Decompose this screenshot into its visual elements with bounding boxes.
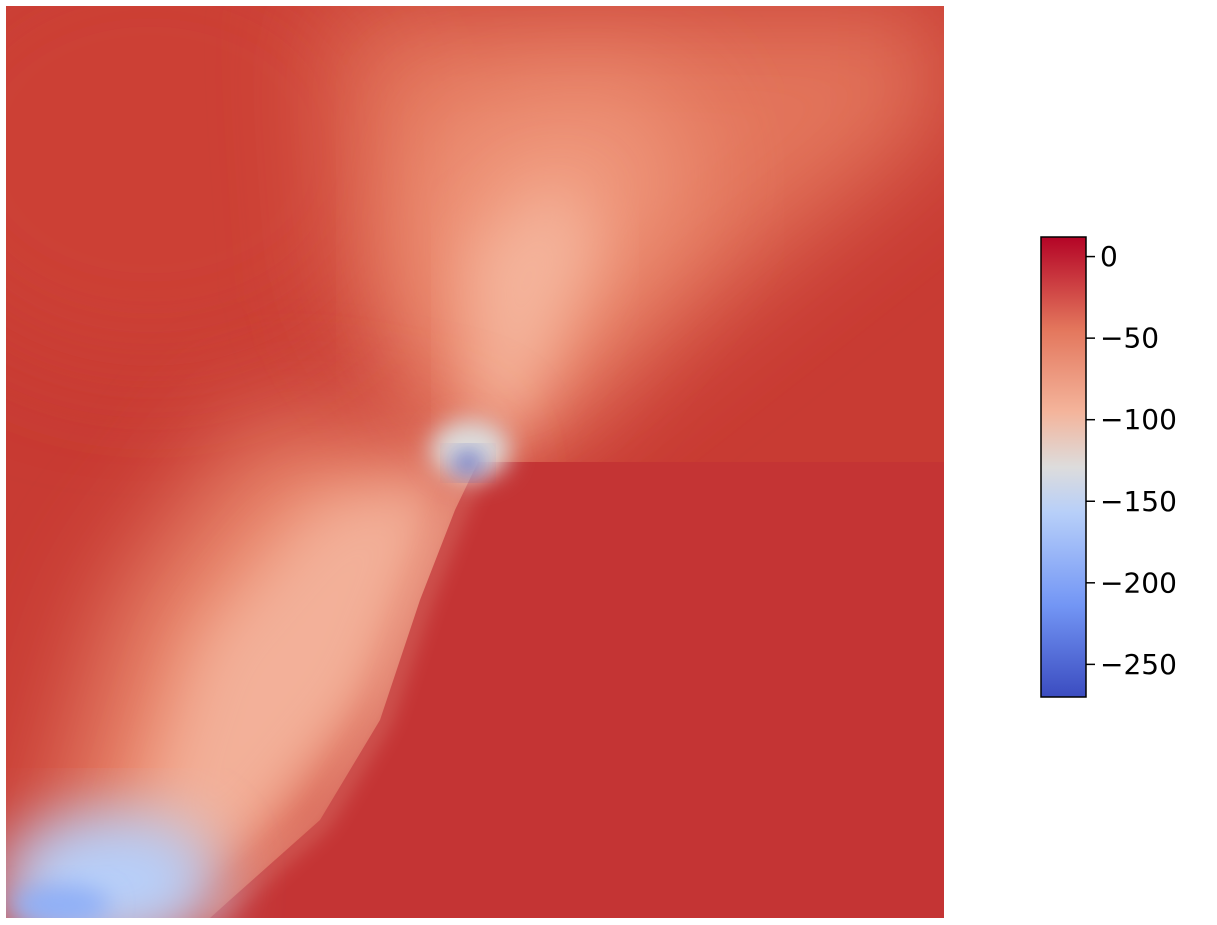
colorbar-tick-label: −100 — [1100, 403, 1177, 436]
upper-right-band-core — [470, 180, 600, 455]
colorbar-frame — [1040, 236, 1087, 698]
boundary-edge — [207, 460, 482, 918]
uniform-region — [210, 462, 944, 918]
singular-point-halo — [430, 420, 510, 480]
upper-left-region — [6, 6, 410, 370]
lower-left-fan-inner — [120, 470, 460, 880]
colorbar-tick-label: −150 — [1100, 485, 1177, 518]
corner-spot-core — [10, 885, 110, 918]
colorbar-tick-label: −50 — [1100, 322, 1159, 355]
colorbar-tick-label: −250 — [1100, 648, 1177, 681]
colorbar-ticks: 0 −50 −100 −150 −200 −250 — [1086, 240, 1177, 681]
colorbar-tick-label: −200 — [1100, 566, 1177, 599]
colorbar-tick-label: 0 — [1100, 240, 1118, 273]
colorbar: 0 −50 −100 −150 −200 −250 — [1040, 236, 1177, 698]
singular-point — [454, 453, 482, 473]
colorbar-gradient — [1041, 237, 1086, 697]
field-image — [6, 6, 944, 918]
